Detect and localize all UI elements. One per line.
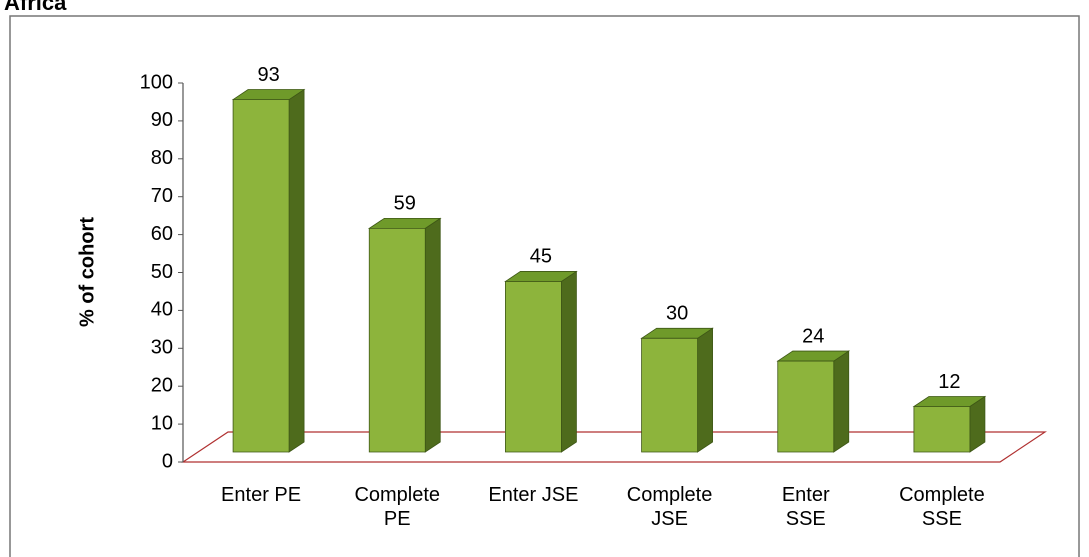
x-tick-line: JSE bbox=[651, 508, 688, 530]
bar bbox=[640, 327, 714, 453]
x-tick-label: Complete JSE bbox=[627, 484, 713, 530]
y-tick-label: 60 bbox=[151, 223, 173, 245]
data-label: 59 bbox=[394, 193, 416, 215]
x-tick-line: Enter JSE bbox=[488, 484, 578, 506]
x-tick-line: PE bbox=[384, 508, 411, 530]
data-label: 12 bbox=[938, 371, 960, 393]
y-tick-label: 10 bbox=[151, 412, 173, 434]
x-tick-line: SSE bbox=[786, 508, 826, 530]
bar-side bbox=[424, 217, 441, 453]
y-tick-label: 20 bbox=[151, 374, 173, 396]
y-tick-label: 40 bbox=[151, 299, 173, 321]
y-tick-label: 100 bbox=[140, 71, 173, 93]
bar bbox=[504, 270, 578, 453]
y-tick-label: 30 bbox=[151, 337, 173, 359]
bar-front bbox=[232, 99, 290, 453]
bar bbox=[912, 395, 987, 453]
y-tick-label: 80 bbox=[151, 147, 173, 169]
x-tick-label: Enter SSE bbox=[782, 484, 830, 530]
x-tick-label: Complete SSE bbox=[899, 484, 985, 530]
bar-side bbox=[288, 88, 305, 453]
bar bbox=[367, 217, 442, 453]
data-label: 45 bbox=[530, 246, 552, 268]
x-tick-line: Complete bbox=[354, 484, 440, 506]
y-tick-label: 50 bbox=[151, 261, 173, 283]
x-tick-label: Enter JSE bbox=[488, 484, 578, 506]
data-label: 93 bbox=[257, 64, 279, 86]
x-tick-line: Enter bbox=[782, 484, 830, 506]
bar-side bbox=[561, 270, 577, 453]
data-label: 24 bbox=[802, 325, 824, 347]
floor bbox=[181, 431, 1047, 463]
bar-front bbox=[777, 360, 835, 453]
x-tick-line: Enter PE bbox=[221, 484, 301, 506]
bar-front bbox=[368, 227, 426, 453]
bar-front bbox=[641, 337, 698, 453]
y-tick-label: 90 bbox=[151, 109, 173, 131]
x-tick-label: Complete PE bbox=[354, 484, 440, 530]
bar-side bbox=[833, 350, 850, 453]
y-axis-label: % of cohort bbox=[76, 217, 98, 327]
y-tick-label: 70 bbox=[151, 185, 173, 207]
x-tick-line: Complete bbox=[627, 484, 713, 506]
bar-side bbox=[697, 327, 713, 453]
chart-title: Africa bbox=[4, 0, 67, 15]
x-tick-line: Complete bbox=[899, 484, 985, 506]
bar bbox=[776, 350, 851, 453]
bar-front bbox=[505, 281, 562, 453]
bar-front bbox=[913, 406, 971, 453]
bar bbox=[231, 88, 306, 453]
data-label: 30 bbox=[666, 303, 688, 325]
x-tick-label: Enter PE bbox=[221, 484, 301, 506]
x-tick-line: SSE bbox=[922, 508, 962, 530]
y-tick-label: 0 bbox=[162, 450, 173, 472]
